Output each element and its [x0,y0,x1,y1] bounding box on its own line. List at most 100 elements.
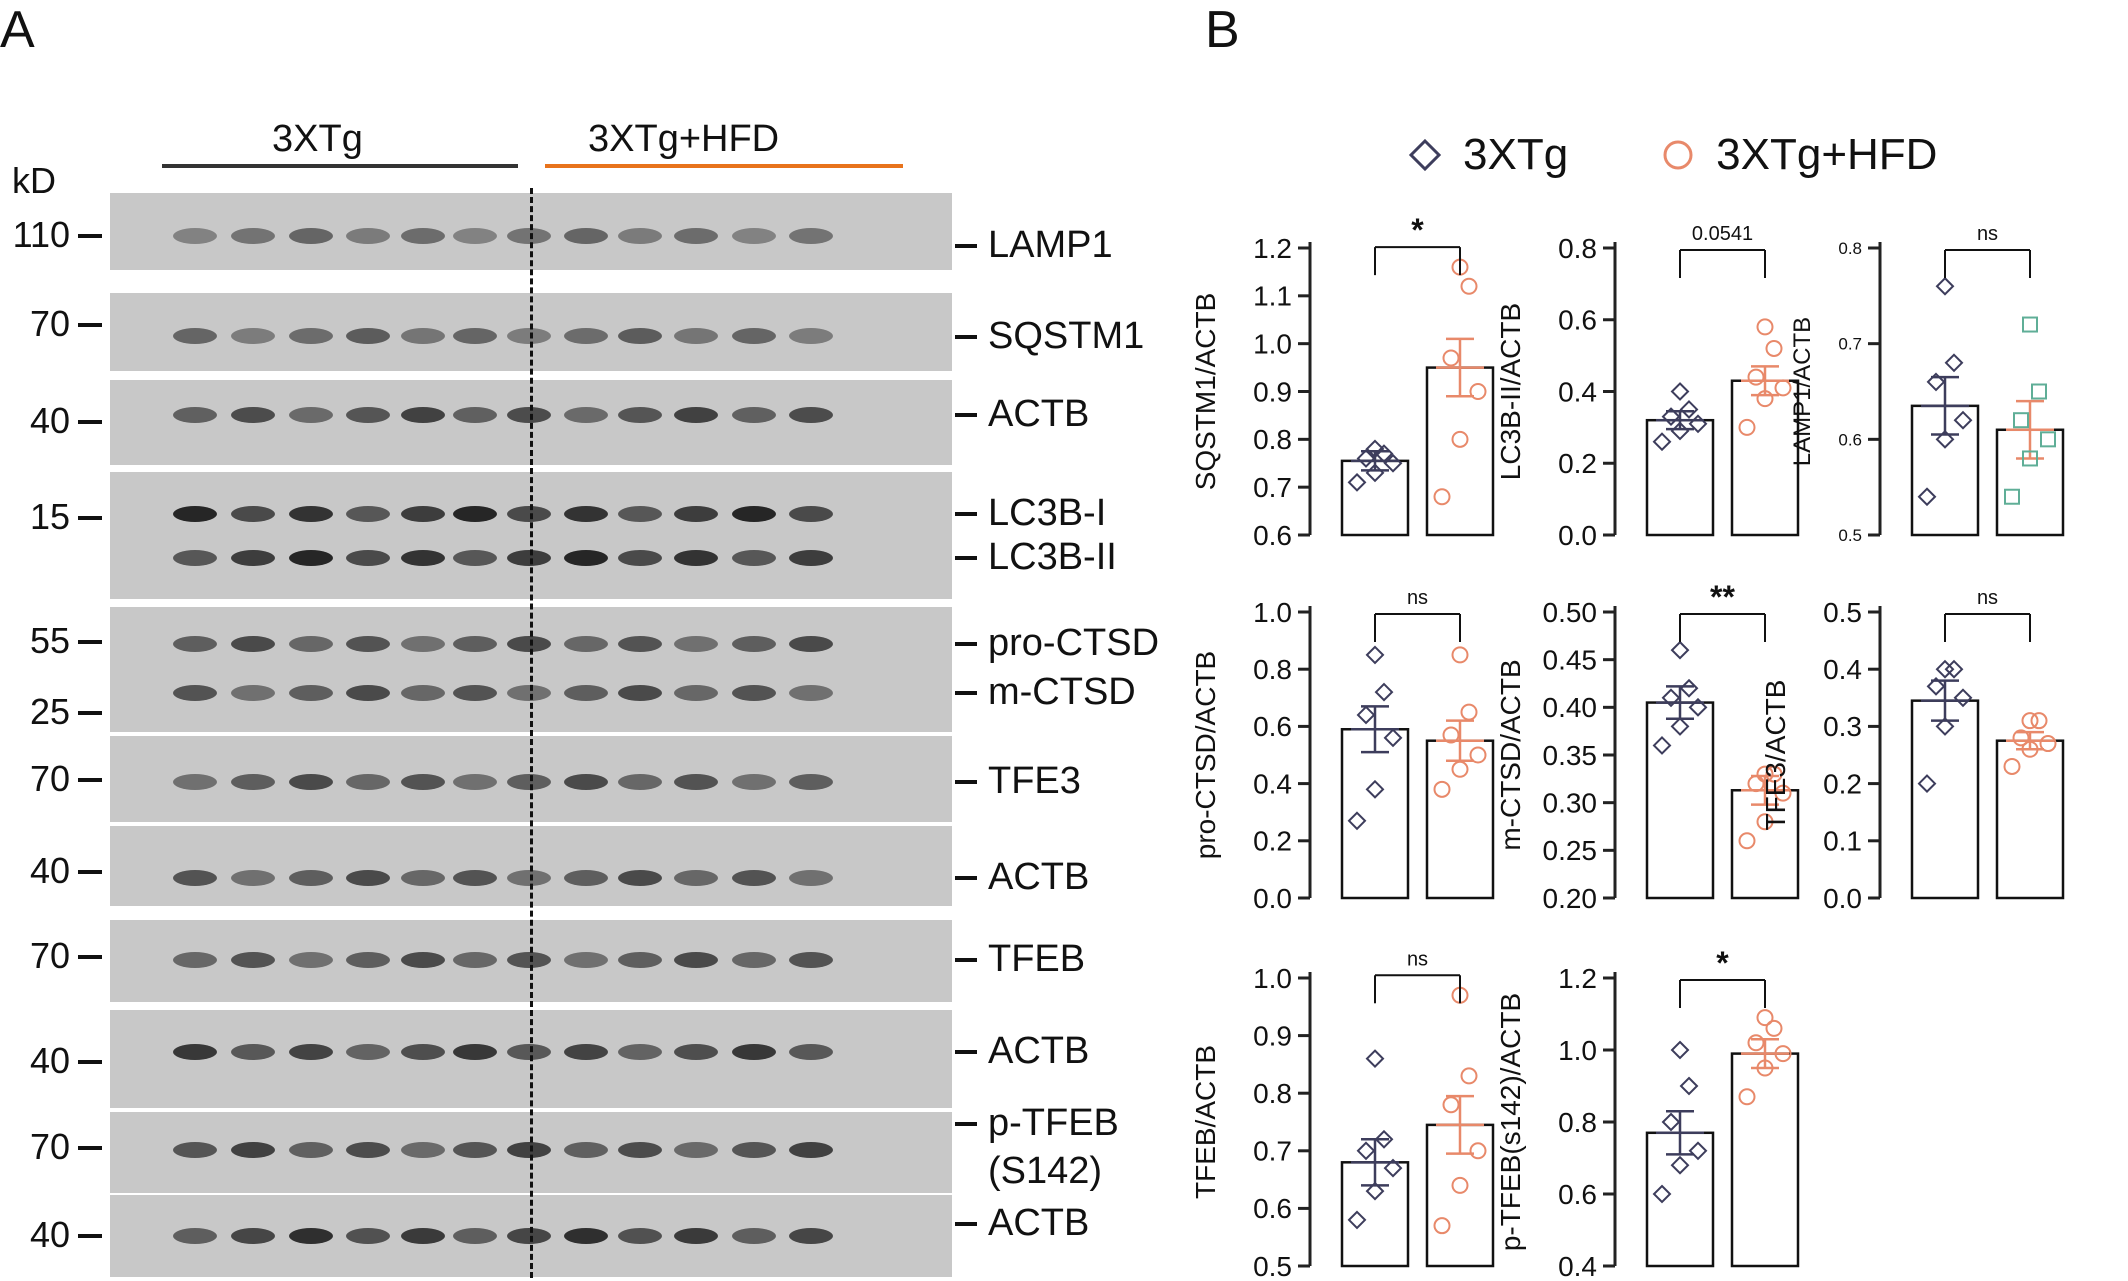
data-point [2003,757,2021,775]
data-point [1652,432,1672,452]
blot-band [345,407,390,423]
y-tick-label: 0.4 [1558,1251,1597,1281]
blot-band [230,506,275,522]
mw-marker-tick [78,870,102,874]
data-point [1953,410,1973,430]
data-point [1670,421,1690,441]
data-point [1747,1034,1765,1052]
blot-band [564,636,608,652]
blot-band [731,1142,776,1158]
y-tick-label: 0.0 [1253,883,1292,914]
blot-band [173,636,217,652]
band-label-tick [955,413,977,417]
blot-band [345,870,390,886]
bar [1910,699,1980,900]
data-point [1365,439,1385,459]
blot-band [789,952,833,968]
data-point [1433,1217,1451,1235]
blot-band [400,636,445,652]
y-tick-label: 1.2 [1253,233,1292,264]
blot-band [789,550,833,566]
y-tick-label: 1.1 [1253,281,1292,312]
bar [1995,739,2065,900]
band-label: pro-CTSD [988,622,1160,664]
data-point [1688,697,1708,717]
data-point [2004,488,2020,505]
y-axis-label: LC3B-II/ACTB [1495,303,1526,480]
blot-band [731,1044,776,1060]
blot-band [731,685,776,701]
blot-band [453,952,497,968]
band-label-tick [955,876,977,880]
blot-band [564,870,608,886]
blot-band [345,550,390,566]
mw-marker-label: 40 [29,1214,70,1255]
blot-band [731,774,776,790]
y-tick-label: 0.9 [1253,1020,1292,1051]
blot-band [618,506,662,522]
blot-band [618,1142,662,1158]
blot-band [289,870,333,886]
band-label: SQSTM1 [988,315,1145,357]
data-point [1765,1019,1783,1037]
band-label: ACTB [988,1030,1090,1072]
blot-band [345,952,390,968]
data-point [1652,1184,1672,1204]
data-point [1661,688,1681,708]
blot-band [507,1228,551,1244]
data-point [1365,779,1385,799]
blot-band [618,407,662,423]
data-point [2039,735,2057,753]
y-tick-label: 0.7 [1838,335,1862,354]
blot-band [789,685,833,701]
data-point [1953,688,1973,708]
blot-band [673,1142,718,1158]
blot-band [453,1142,497,1158]
blot-band [731,636,776,652]
bar [1645,701,1715,900]
y-tick-label: 0.5 [1838,526,1862,545]
data-point [1917,774,1937,794]
y-tick-label: 0.0 [1558,520,1597,551]
band-label: TFE3 [988,760,1081,802]
data-point [2021,712,2039,730]
blot-band [731,550,776,566]
blot-band [345,328,390,344]
y-tick-label: 0.7 [1253,1136,1292,1167]
blot-band [564,952,608,968]
blot-band [507,685,551,701]
mw-marker-tick [78,323,102,327]
y-tick-label: 0.5 [1253,1251,1292,1281]
blot-band [289,952,333,968]
blot-band [400,685,445,701]
mw-marker-label: 40 [29,1040,70,1081]
blot-band [564,774,608,790]
blot-band [673,1228,718,1244]
data-point [1756,318,1774,336]
y-axis-label: SQSTM1/ACTB [1190,293,1221,491]
blot-band [673,550,718,566]
data-point [1460,1067,1478,1085]
blot-band [507,774,551,790]
blot-band [230,685,275,701]
blot-band [173,506,217,522]
y-tick-label: 0.4 [1253,768,1292,799]
blot-band [507,228,551,244]
blot-band [507,1142,551,1158]
blot-band [289,506,333,522]
data-point [1469,746,1487,764]
y-tick-label: 1.0 [1253,597,1292,628]
data-point [1469,383,1487,400]
data-point [1433,488,1451,506]
blot-band [731,870,776,886]
group-line-3xtg-hfd [545,164,903,168]
y-tick-label: 0.6 [1838,430,1862,449]
blot-band [618,1228,662,1244]
blot-band [673,1044,718,1060]
blot-band [400,774,445,790]
y-tick-label: 0.8 [1253,654,1292,685]
blot-band [400,228,445,244]
y-tick-label: 0.6 [1253,711,1292,742]
blot-band [453,685,497,701]
